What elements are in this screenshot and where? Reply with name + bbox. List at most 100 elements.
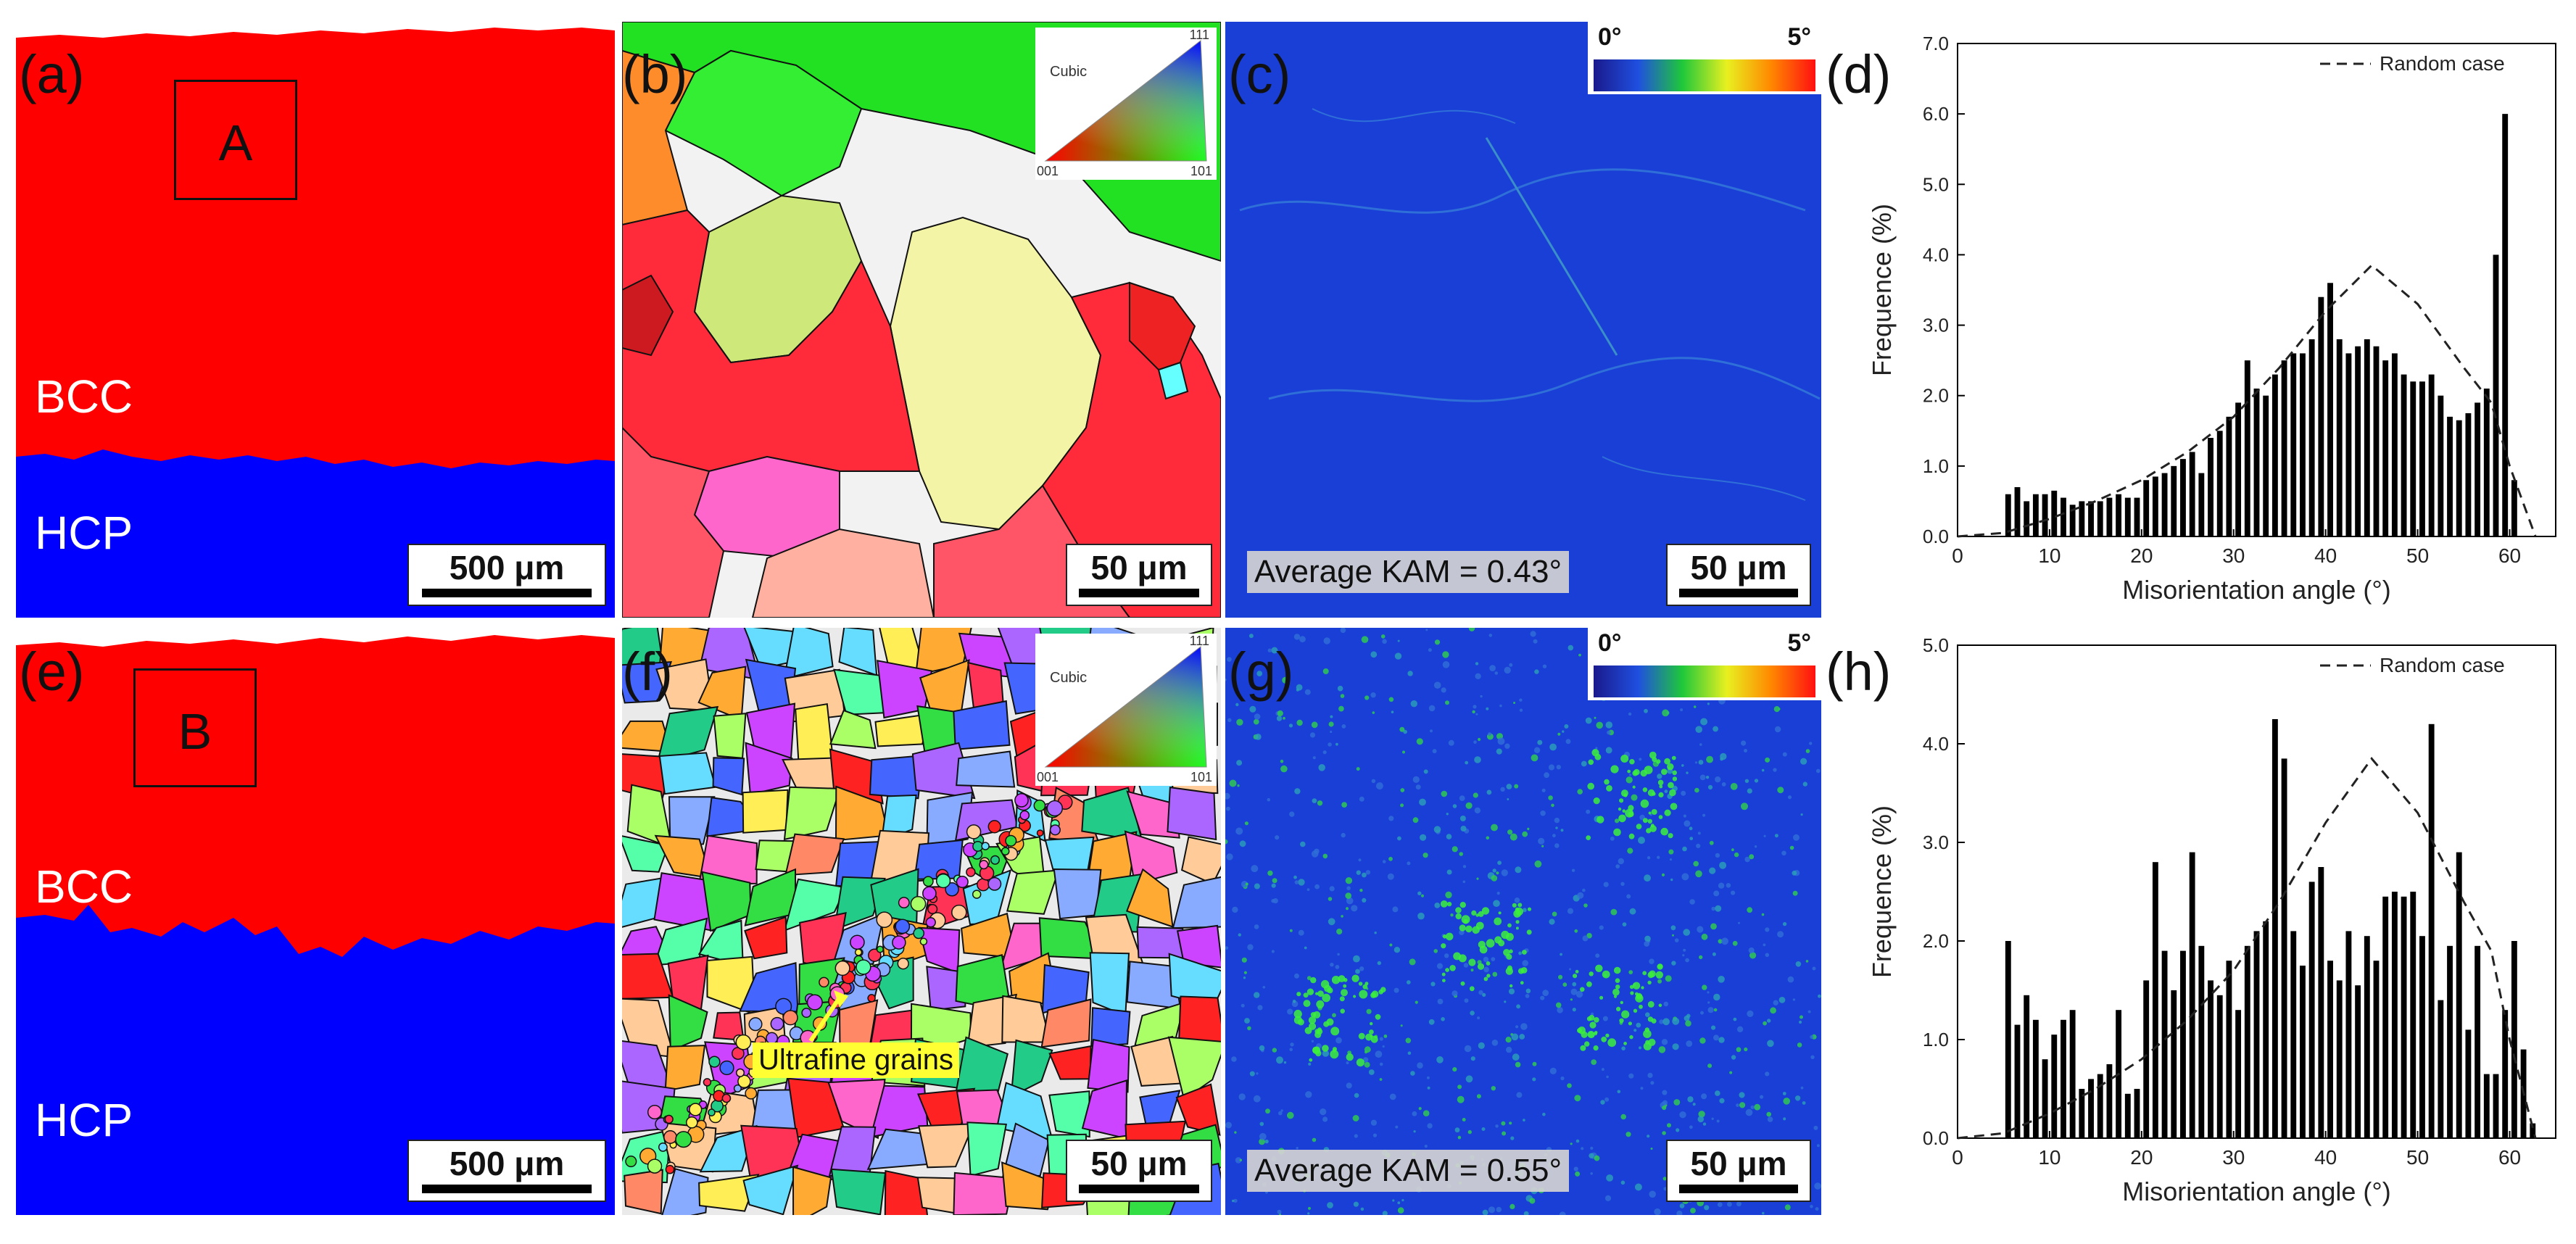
kam-speckle bbox=[1391, 710, 1394, 713]
kam-speckle bbox=[1417, 891, 1422, 895]
scale-bar: 500 μm bbox=[407, 1140, 606, 1202]
kam-speckle bbox=[1582, 935, 1589, 942]
kam-speckle bbox=[1797, 1042, 1802, 1048]
kam-speckle bbox=[1483, 966, 1489, 973]
grain bbox=[1001, 1122, 1050, 1179]
kam-speckle bbox=[1711, 906, 1715, 911]
histogram-bar bbox=[2318, 867, 2324, 1138]
kam-speckle bbox=[1259, 1045, 1265, 1051]
kam-speckle bbox=[1719, 1098, 1725, 1103]
kam-speckle bbox=[1236, 760, 1243, 766]
kam-speckle bbox=[1765, 1071, 1770, 1077]
histogram-bar bbox=[2474, 402, 2481, 536]
x-tick-label: 0 bbox=[1952, 544, 1963, 567]
ultrafine-grain bbox=[966, 824, 982, 839]
ipf-legend-title: Cubic bbox=[1050, 670, 1088, 686]
kam-speckle bbox=[1470, 1011, 1475, 1016]
panel-label-f: (f) bbox=[622, 642, 673, 702]
kam-speckle bbox=[1620, 882, 1625, 886]
kam-speckle bbox=[1330, 715, 1333, 718]
grain bbox=[664, 1045, 706, 1092]
y-tick-label: 5.0 bbox=[1923, 634, 1949, 656]
kam-speckle bbox=[1594, 716, 1596, 719]
kam-speckle bbox=[1287, 1008, 1293, 1015]
kam-speckle bbox=[1792, 890, 1798, 896]
kam-speckle bbox=[1707, 784, 1713, 790]
kam-speckle bbox=[1636, 1022, 1641, 1028]
kam-speckle bbox=[1359, 796, 1364, 802]
kam-speckle bbox=[1365, 870, 1371, 875]
kam-speckle bbox=[1370, 692, 1376, 698]
kam-speckle bbox=[1577, 789, 1583, 795]
kam-speckle bbox=[1702, 813, 1706, 817]
scale-bar: 50 μm bbox=[1066, 544, 1212, 606]
kam-speckle bbox=[1610, 908, 1618, 916]
kam-speckle bbox=[1620, 1180, 1625, 1185]
ultrafine-grain bbox=[945, 882, 959, 897]
kam-speckle bbox=[1575, 1139, 1580, 1143]
kam-speckle bbox=[1470, 1056, 1475, 1061]
kam-speckle bbox=[1748, 947, 1755, 954]
kam-speckle bbox=[1455, 913, 1462, 920]
kam-speckle bbox=[1335, 1037, 1342, 1044]
kam-speckle bbox=[1572, 982, 1577, 987]
histogram-bar bbox=[2419, 936, 2425, 1138]
kam-speckle bbox=[1754, 1103, 1761, 1111]
kam-speckle bbox=[1346, 886, 1351, 890]
kam-speckle bbox=[1694, 761, 1698, 764]
kam-speckle bbox=[1647, 1072, 1653, 1078]
kam-speckle bbox=[1623, 1042, 1627, 1045]
kam-speckle bbox=[1522, 950, 1527, 955]
kam-speckle bbox=[1574, 1095, 1581, 1102]
kam-speckle bbox=[1669, 789, 1676, 797]
kam-speckle bbox=[1685, 1020, 1691, 1027]
kam-speckle bbox=[1491, 875, 1498, 882]
kam-speckle bbox=[1306, 988, 1314, 995]
ipf-map-bottom: Cubic 111 001 101 Ultrafine grains 50 μm bbox=[622, 628, 1221, 1215]
kam-speckle bbox=[1417, 912, 1425, 920]
kam-speckle bbox=[1227, 718, 1232, 722]
kam-speckle bbox=[1670, 925, 1676, 931]
kam-speckle bbox=[1541, 845, 1544, 847]
histogram-bar bbox=[2189, 852, 2195, 1138]
kam-speckle bbox=[1320, 1108, 1327, 1116]
kam-speckle bbox=[1464, 1045, 1472, 1053]
scale-bar-line bbox=[1679, 1185, 1798, 1193]
ultrafine-grain bbox=[1046, 800, 1064, 817]
kam-speckle bbox=[1514, 897, 1520, 903]
histogram-bar bbox=[2051, 1034, 2058, 1138]
kam-speckle bbox=[1580, 987, 1585, 992]
kam-speckle bbox=[1472, 710, 1475, 714]
histogram-bar bbox=[2483, 1074, 2490, 1138]
ultrafine-grain bbox=[1036, 829, 1044, 837]
kam-speckle bbox=[1380, 987, 1386, 992]
histogram-bar bbox=[2438, 1000, 2444, 1138]
kam-speckle bbox=[1465, 802, 1473, 809]
kam-speckle bbox=[1552, 834, 1556, 838]
kam-speckle bbox=[1534, 860, 1542, 868]
kam-speckle bbox=[1641, 986, 1644, 990]
kam-speckle bbox=[1628, 1021, 1632, 1026]
kam-speckle bbox=[1601, 1036, 1607, 1042]
kam-speckle bbox=[1671, 755, 1676, 760]
kam-speckle bbox=[1364, 1061, 1370, 1068]
kam-speckle bbox=[1744, 779, 1749, 783]
kam-speckle bbox=[1527, 907, 1532, 911]
kam-speckle bbox=[1622, 809, 1626, 813]
kam-speckle bbox=[1375, 1013, 1381, 1020]
kam-speckle bbox=[1290, 1042, 1294, 1047]
ultrafine-grain bbox=[775, 998, 792, 1015]
kam-speckle bbox=[1600, 1100, 1605, 1105]
kam-speckle bbox=[1782, 921, 1787, 926]
histogram-bar bbox=[2511, 480, 2517, 536]
kam-speckle bbox=[1531, 754, 1538, 762]
kam-speckle bbox=[1760, 1095, 1764, 1099]
kam-speckle bbox=[1702, 984, 1707, 990]
kam-speckle bbox=[1322, 853, 1328, 859]
kam-speckle bbox=[1498, 911, 1502, 915]
x-tick-label: 40 bbox=[2314, 544, 2337, 567]
kam-speckle bbox=[1259, 1121, 1264, 1127]
histogram-bar bbox=[2208, 980, 2213, 1138]
kam-speckle bbox=[1599, 925, 1604, 930]
kam-colorbar-min: 0° bbox=[1598, 23, 1622, 51]
